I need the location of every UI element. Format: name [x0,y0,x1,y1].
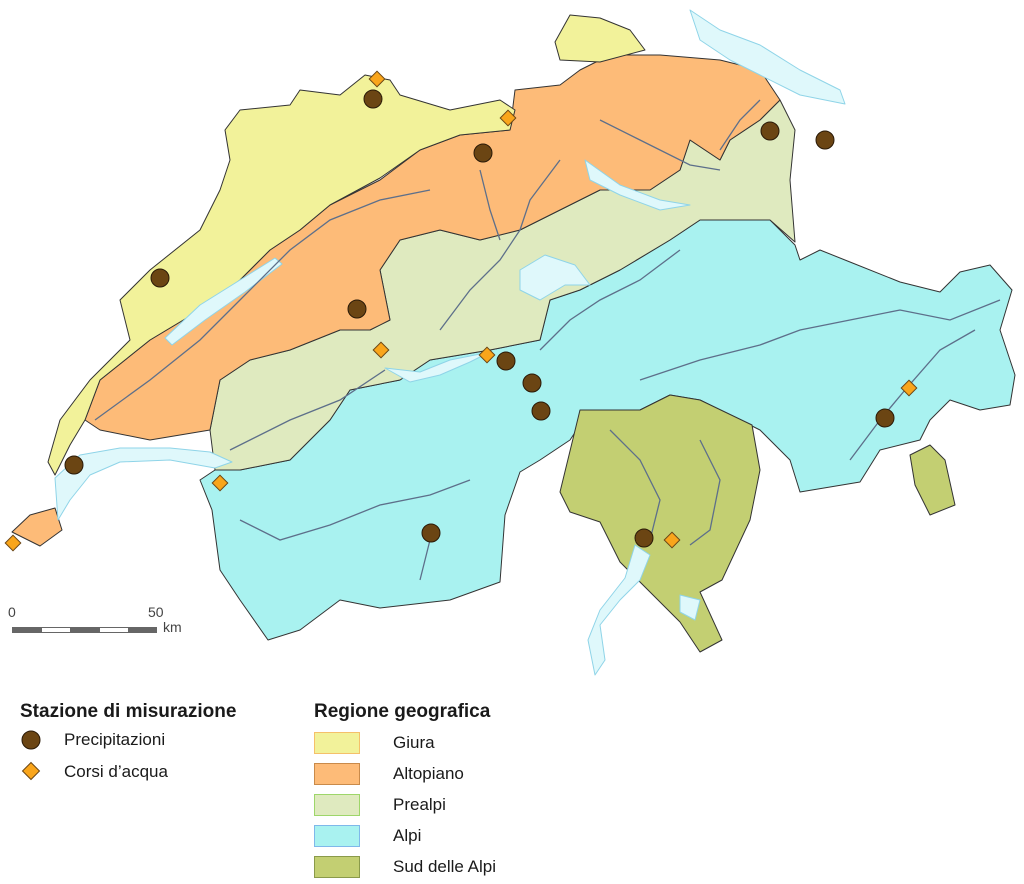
lake-maggiore [587,544,651,676]
river [599,119,721,171]
lake-neuchatel [164,257,283,346]
scale-bar [12,627,157,633]
river [479,169,501,241]
legend-station-icons [21,730,41,781]
precipitation-station-marker[interactable] [815,130,835,150]
legend-item-sud-delle-alpi: Sud delle Alpi [393,857,497,876]
precipitation-station-marker[interactable] [760,121,780,141]
lake-thun-brienz [384,351,491,383]
lake-zurich [584,159,691,211]
scale-bar-segment [42,628,70,632]
precipitation-station-marker[interactable] [473,143,493,163]
lake-geneva [54,447,233,521]
legend-swatch-altopiano [314,763,360,785]
legend-regions-title: Regione geografica [314,701,491,722]
legend-item-corsi-acqua: Corsi d’acqua [64,762,168,781]
orange-diamond-icon [21,761,41,781]
precipitation-station-marker[interactable] [421,523,441,543]
precipitation-station-marker[interactable] [634,528,654,548]
river [439,159,561,331]
watercourse-station-marker[interactable] [372,341,390,359]
watercourse-station-marker[interactable] [478,346,496,364]
watercourse-station-marker[interactable] [211,474,229,492]
river [639,299,1001,381]
brown-circle-icon [21,730,41,750]
legend-swatch-sud-delle-alpi [314,856,360,878]
scale-bar-base [12,627,157,633]
lake-lugano [679,594,701,621]
river [239,479,471,541]
legend-stations-title: Stazione di misurazione [20,701,237,722]
precipitation-station-marker[interactable] [64,455,84,475]
river [419,539,431,581]
legend-swatch-alpi [314,825,360,847]
legend-swatch-prealpi [314,794,360,816]
scale-start-label: 0 [8,604,16,620]
watercourse-station-marker[interactable] [4,534,22,552]
watercourse-station-marker[interactable] [663,531,681,549]
region-giura-schaffhausen [554,14,646,63]
region-sud-delle-alpi [559,394,761,653]
scale-unit-label: km [163,619,182,635]
river [94,189,431,421]
watercourse-station-marker[interactable] [499,109,517,127]
watercourse-station-marker[interactable] [900,379,918,397]
scale-bar-segment [100,628,128,632]
legend-item-alpi: Alpi [393,826,422,845]
river [229,369,386,451]
precipitation-station-marker[interactable] [496,351,516,371]
legend-item-prealpi: Prealpi [393,795,446,814]
legend-item-giura: Giura [393,733,435,752]
river [689,439,721,546]
legend-item-altopiano: Altopiano [393,764,464,783]
watercourse-station-marker[interactable] [368,70,386,88]
precipitation-station-marker[interactable] [363,89,383,109]
precipitation-station-marker[interactable] [150,268,170,288]
river [539,249,681,351]
legend-item-precipitazioni: Precipitazioni [64,730,166,749]
region-altopiano-geneva [11,507,63,547]
region-sud-delle-alpi-poschiavo [909,444,956,516]
precipitation-station-marker[interactable] [531,401,551,421]
legend-swatch-giura [314,732,360,754]
river [719,99,761,151]
precipitation-station-marker[interactable] [875,408,895,428]
precipitation-station-marker[interactable] [347,299,367,319]
scale-end-label: 50 [148,604,164,620]
lake-lucerne [519,254,591,301]
precipitation-station-marker[interactable] [522,373,542,393]
lake-constance [689,9,846,105]
river [609,429,661,541]
